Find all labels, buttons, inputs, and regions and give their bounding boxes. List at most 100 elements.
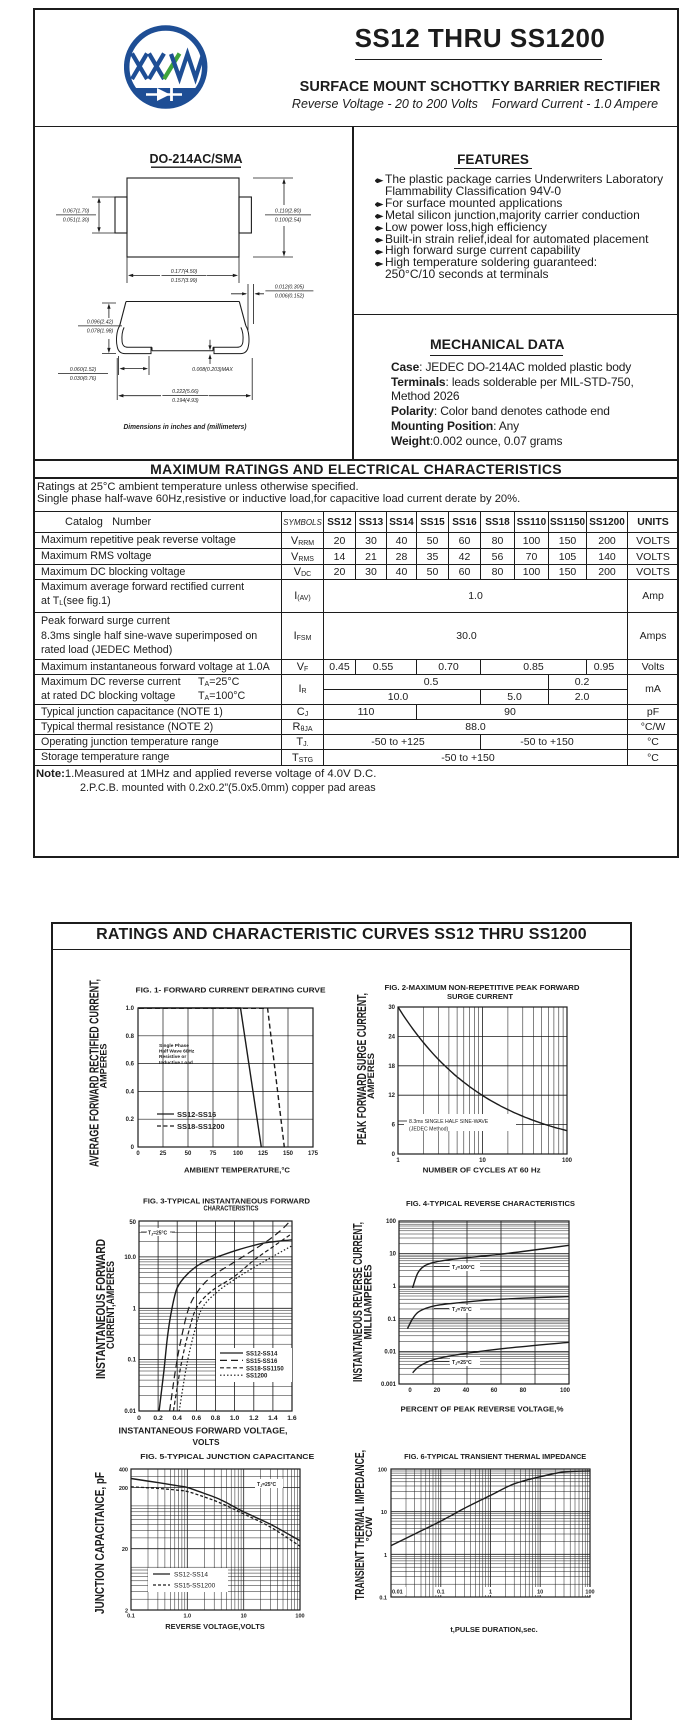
svg-text:FIG. 3-TYPICAL INSTANTANEOUS F: FIG. 3-TYPICAL INSTANTANEOUS FORWARD bbox=[143, 1197, 310, 1206]
svg-text:0.6: 0.6 bbox=[126, 1062, 135, 1068]
svg-text:1: 1 bbox=[133, 1306, 137, 1312]
svg-text:FIG. 2-MAXIMUM NON-REPETITIVE: FIG. 2-MAXIMUM NON-REPETITIVE PEAK FORWA… bbox=[385, 983, 580, 992]
svg-text:TJ=75°C: TJ=75°C bbox=[452, 1307, 472, 1313]
svg-text:TJ=25°C: TJ=25°C bbox=[452, 1360, 472, 1366]
svg-text:0.1: 0.1 bbox=[128, 1358, 137, 1364]
svg-text:Half Wave 60Hz: Half Wave 60Hz bbox=[159, 1049, 195, 1055]
svg-text:25: 25 bbox=[160, 1151, 167, 1157]
svg-text:0.006(0.152): 0.006(0.152) bbox=[275, 294, 305, 300]
svg-text:1.0: 1.0 bbox=[230, 1415, 240, 1422]
svg-text:INSTANTANEOUS REVERSE CURRENT,: INSTANTANEOUS REVERSE CURRENT, bbox=[350, 1222, 365, 1382]
svg-text:SS18-SS1150: SS18-SS1150 bbox=[246, 1366, 284, 1372]
svg-text:1: 1 bbox=[384, 1553, 387, 1559]
svg-text:50: 50 bbox=[129, 1220, 136, 1226]
svg-text:0.110(2.80): 0.110(2.80) bbox=[275, 209, 301, 215]
svg-text:40: 40 bbox=[463, 1388, 470, 1394]
svg-text:400: 400 bbox=[119, 1468, 128, 1474]
svg-text:80: 80 bbox=[520, 1388, 527, 1394]
svg-text:1: 1 bbox=[396, 1158, 400, 1164]
svg-text:0: 0 bbox=[131, 1145, 135, 1151]
svg-text:0.100(2.54): 0.100(2.54) bbox=[275, 218, 302, 224]
svg-text:SS12-SS14: SS12-SS14 bbox=[174, 1572, 208, 1579]
svg-text:1.6: 1.6 bbox=[287, 1415, 297, 1422]
svg-text:30: 30 bbox=[388, 1005, 395, 1011]
svg-text:0.060(1.52): 0.060(1.52) bbox=[70, 367, 97, 373]
svg-text:0.2: 0.2 bbox=[153, 1415, 163, 1422]
svg-text:JUNCTION CAPACITANCE, pF: JUNCTION CAPACITANCE, pF bbox=[92, 1472, 107, 1614]
svg-text:Inductive Load: Inductive Load bbox=[159, 1060, 193, 1066]
svg-text:FIG. 5-TYPICAL JUNCTION CAPACI: FIG. 5-TYPICAL JUNCTION CAPACITANCE bbox=[140, 1452, 314, 1461]
svg-text:10: 10 bbox=[241, 1614, 247, 1620]
svg-text:150: 150 bbox=[283, 1151, 294, 1157]
svg-text:0.051(1.30): 0.051(1.30) bbox=[63, 218, 90, 224]
svg-text:0.4: 0.4 bbox=[126, 1089, 135, 1095]
svg-text:TJ=100°C: TJ=100°C bbox=[452, 1265, 475, 1271]
svg-text:Resistive or: Resistive or bbox=[159, 1054, 186, 1060]
svg-text:SS15-SS1200: SS15-SS1200 bbox=[174, 1583, 216, 1590]
svg-text:0.1: 0.1 bbox=[127, 1614, 135, 1620]
svg-text:0: 0 bbox=[137, 1415, 141, 1422]
svg-text:SS15-SS16: SS15-SS16 bbox=[246, 1359, 278, 1365]
svg-text:10.0: 10.0 bbox=[124, 1255, 136, 1261]
svg-text:100: 100 bbox=[386, 1219, 397, 1225]
svg-text:DO-214AC/SMA: DO-214AC/SMA bbox=[149, 152, 242, 166]
svg-text:24: 24 bbox=[388, 1034, 395, 1040]
svg-text:PEAK FORWARD SURGE CURRENT,: PEAK FORWARD SURGE CURRENT, bbox=[354, 993, 369, 1145]
svg-text:PERCENT OF PEAK REVERSE VOLTAG: PERCENT OF PEAK REVERSE VOLTAGE,% bbox=[401, 1405, 564, 1414]
svg-text:0.1: 0.1 bbox=[379, 1596, 387, 1602]
svg-text:AVERAGE FORWARD RECTIFIED CURR: AVERAGE FORWARD RECTIFIED CURRENT, bbox=[87, 979, 102, 1167]
svg-text:100: 100 bbox=[562, 1158, 573, 1164]
svg-text:AMPERES: AMPERES bbox=[99, 1044, 109, 1089]
svg-text:Single Phase: Single Phase bbox=[159, 1043, 189, 1049]
svg-text:0.4: 0.4 bbox=[172, 1415, 182, 1422]
svg-text:20: 20 bbox=[122, 1547, 128, 1553]
svg-text:TJ=25°C: TJ=25°C bbox=[148, 1231, 168, 1237]
svg-text:TJ=25°C: TJ=25°C bbox=[257, 1482, 277, 1488]
svg-text:100: 100 bbox=[233, 1151, 244, 1157]
svg-text:0: 0 bbox=[136, 1151, 140, 1157]
svg-text:1: 1 bbox=[393, 1284, 397, 1290]
svg-text:1.0: 1.0 bbox=[183, 1614, 191, 1620]
svg-text:0.01: 0.01 bbox=[392, 1590, 403, 1596]
svg-text:0.1: 0.1 bbox=[388, 1317, 397, 1323]
svg-text:60: 60 bbox=[491, 1388, 498, 1394]
svg-text:0.096(2.42): 0.096(2.42) bbox=[87, 320, 114, 326]
svg-text:FIG. 6-TYPICAL TRANSIENT THERM: FIG. 6-TYPICAL TRANSIENT THERMAL IMPEDAN… bbox=[404, 1452, 586, 1461]
svg-text:0.194(4.93): 0.194(4.93) bbox=[172, 398, 199, 404]
svg-text:AMBIENT TEMPERATURE,°C: AMBIENT TEMPERATURE,°C bbox=[184, 1166, 291, 1175]
svg-text:0.2: 0.2 bbox=[126, 1117, 135, 1123]
svg-text:175: 175 bbox=[308, 1151, 319, 1157]
svg-text:1: 1 bbox=[489, 1590, 492, 1596]
svg-text:8.3ms SINGLE HALF SINE-WAVE: 8.3ms SINGLE HALF SINE-WAVE bbox=[409, 1119, 489, 1125]
svg-text:125: 125 bbox=[258, 1151, 269, 1157]
svg-text:(JEDEC Method): (JEDEC Method) bbox=[409, 1127, 448, 1133]
svg-text:0.001: 0.001 bbox=[381, 1382, 397, 1388]
svg-text:18: 18 bbox=[388, 1064, 395, 1070]
svg-text:0.6: 0.6 bbox=[192, 1415, 202, 1422]
svg-text:SS18-SS1200: SS18-SS1200 bbox=[177, 1122, 225, 1131]
svg-text:200: 200 bbox=[119, 1486, 128, 1492]
svg-text:0.078(1.98): 0.078(1.98) bbox=[87, 329, 114, 335]
svg-text:1.2: 1.2 bbox=[249, 1415, 259, 1422]
svg-text:10: 10 bbox=[479, 1158, 486, 1164]
svg-text:SURGE CURRENT: SURGE CURRENT bbox=[447, 992, 514, 1001]
svg-text:INSTANTANEOUS FORWARD VOLTAGE,: INSTANTANEOUS FORWARD VOLTAGE, bbox=[119, 1427, 288, 1436]
svg-text:REVERSE VOLTAGE,VOLTS: REVERSE VOLTAGE,VOLTS bbox=[165, 1622, 265, 1631]
svg-text:0.157(3.99): 0.157(3.99) bbox=[171, 278, 198, 284]
svg-text:0.01: 0.01 bbox=[124, 1409, 136, 1415]
svg-text:20: 20 bbox=[434, 1388, 441, 1394]
svg-text:100: 100 bbox=[378, 1468, 387, 1474]
svg-text:100: 100 bbox=[560, 1388, 571, 1394]
svg-text:1.4: 1.4 bbox=[268, 1415, 278, 1422]
svg-text:Dimensions in inches and (mill: Dimensions in inches and (millimeters) bbox=[124, 422, 247, 431]
svg-text:0.222(5.66): 0.222(5.66) bbox=[172, 389, 199, 395]
svg-text:FIG. 4-TYPICAL REVERSE CHARACT: FIG. 4-TYPICAL REVERSE CHARACTERISTICS bbox=[406, 1199, 575, 1208]
svg-text:0.8: 0.8 bbox=[211, 1415, 221, 1422]
svg-text:t,PULSE DURATION,sec.: t,PULSE DURATION,sec. bbox=[450, 1625, 537, 1634]
svg-text:100: 100 bbox=[585, 1590, 594, 1596]
svg-text:1.0: 1.0 bbox=[126, 1006, 135, 1012]
svg-text:0.030(0.76): 0.030(0.76) bbox=[70, 376, 97, 382]
svg-text:FIG. 1- FORWARD CURRENT DERATI: FIG. 1- FORWARD CURRENT DERATING CURVE bbox=[136, 986, 326, 995]
svg-text:CHARACTERISTICS: CHARACTERISTICS bbox=[204, 1204, 259, 1213]
svg-text:INSTANTANEOUS FORWARD: INSTANTANEOUS FORWARD bbox=[93, 1239, 108, 1379]
